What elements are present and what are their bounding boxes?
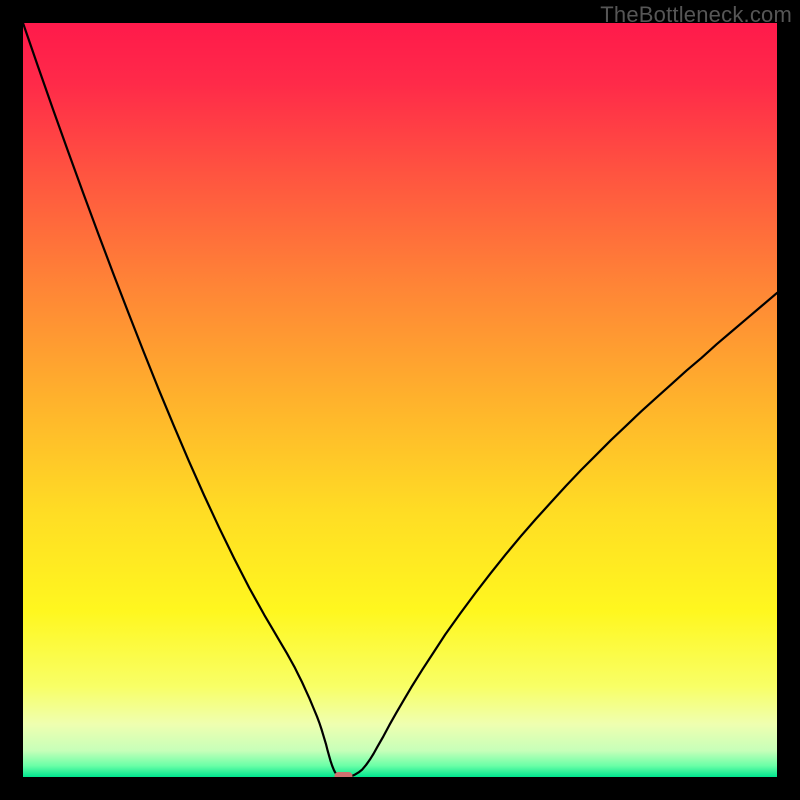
optimum-marker	[334, 772, 352, 777]
chart-frame: TheBottleneck.com	[0, 0, 800, 800]
watermark-label: TheBottleneck.com	[600, 2, 792, 28]
plot-area	[23, 23, 777, 777]
gradient-background	[23, 23, 777, 777]
chart-svg	[23, 23, 777, 777]
